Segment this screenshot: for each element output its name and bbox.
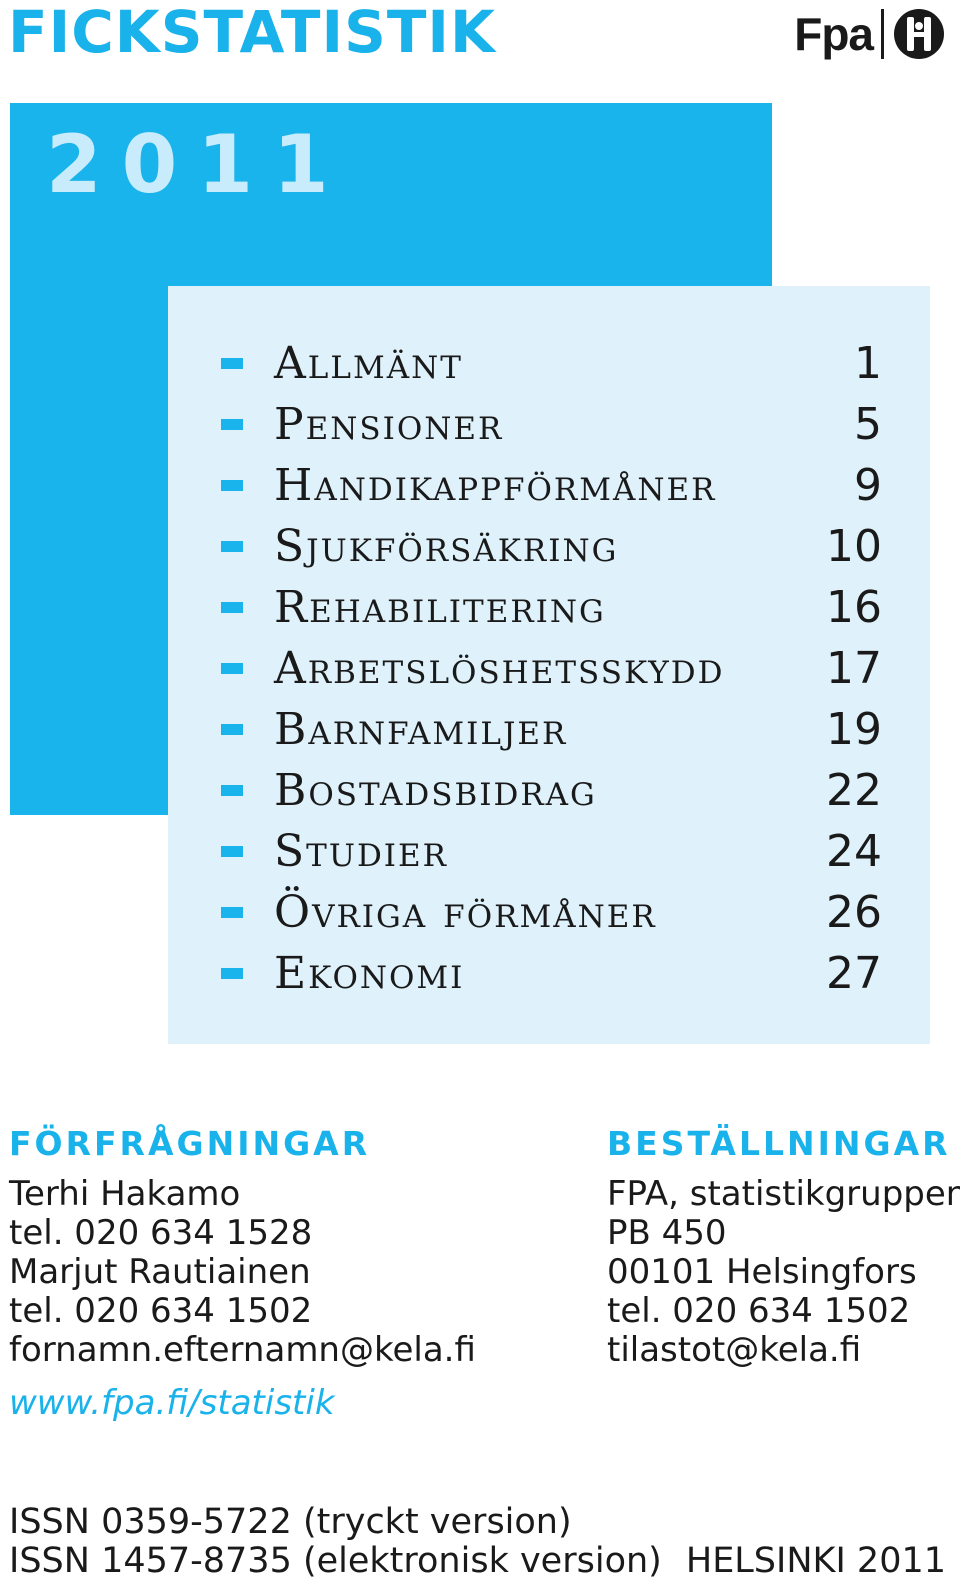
website-link[interactable]: www.fpa.fi/statistik <box>9 1383 335 1423</box>
toc-item-label: Rehabilitering <box>274 582 606 633</box>
toc-item-label: Övriga förmåner <box>274 887 657 938</box>
toc-item-page: 27 <box>826 948 882 999</box>
toc-item: Pensioner 5 <box>168 393 930 454</box>
toc-bullet-icon <box>221 358 243 369</box>
toc-item-page: 9 <box>854 460 882 511</box>
toc-bullet-icon <box>221 480 243 491</box>
toc-item-page: 1 <box>854 338 882 389</box>
toc-bullet-icon <box>221 846 243 857</box>
toc-item: Rehabilitering 16 <box>168 576 930 637</box>
toc-item-page: 10 <box>826 521 882 572</box>
orders-line: FPA, statistikgruppen <box>607 1174 960 1214</box>
toc-bullet-icon <box>221 663 243 674</box>
toc-item-label: Ekonomi <box>274 948 465 999</box>
kela-emblem-icon <box>894 9 944 59</box>
toc-item-page: 17 <box>826 643 882 694</box>
toc-item-label: Sjukförsäkring <box>274 521 619 572</box>
toc-item-page: 26 <box>826 887 882 938</box>
toc-bullet-icon <box>221 724 243 735</box>
toc-bullet-icon <box>221 419 243 430</box>
toc-item-label: Allmänt <box>274 338 463 389</box>
issn-block: ISSN 0359-5722 (tryckt version) ISSN 145… <box>9 1503 662 1581</box>
toc-item: Barnfamiljer 19 <box>168 698 930 759</box>
place-year: HELSINKI 2011 <box>685 1541 946 1581</box>
inquiries-section: FÖRFRÅGNINGAR Terhi Hakamo tel. 020 634 … <box>9 1124 476 1370</box>
toc-item: Bostadsbidrag 22 <box>168 759 930 820</box>
toc-item-page: 5 <box>854 399 882 450</box>
toc-item: Allmänt 1 <box>168 332 930 393</box>
inquiries-heading: FÖRFRÅGNINGAR <box>9 1124 371 1163</box>
logo-divider <box>881 9 884 59</box>
toc-bullet-icon <box>221 968 243 979</box>
toc-item-page: 22 <box>826 765 882 816</box>
toc-item-label: Bostadsbidrag <box>274 765 597 816</box>
inquiries-line: tel. 020 634 1502 <box>9 1291 313 1331</box>
toc-item: Sjukförsäkring 10 <box>168 515 930 576</box>
orders-email: tilastot@kela.fi <box>607 1330 862 1370</box>
issn-electronic: ISSN 1457-8735 (elektronisk version) <box>9 1541 662 1581</box>
toc-item-label: Barnfamiljer <box>274 704 568 755</box>
inquiries-email: fornamn.efternamn@kela.fi <box>9 1330 476 1370</box>
inquiries-line: Terhi Hakamo <box>9 1174 241 1214</box>
toc-bullet-icon <box>221 785 243 796</box>
toc-item-label: Studier <box>274 826 449 877</box>
toc-bullet-icon <box>221 602 243 613</box>
toc-item-label: Arbetslöshetsskydd <box>274 643 725 694</box>
toc-item-page: 24 <box>826 826 882 877</box>
orders-heading: BESTÄLLNINGAR <box>607 1124 951 1163</box>
toc-bullet-icon <box>221 907 243 918</box>
toc-item: Ekonomi 27 <box>168 942 930 1003</box>
logo-wordmark: Fpa <box>794 8 874 60</box>
inquiries-line: Marjut Rautiainen <box>9 1252 311 1292</box>
toc-item-page: 16 <box>826 582 882 633</box>
toc-item: Övriga förmåner 26 <box>168 881 930 942</box>
toc-item: Handikappförmåner 9 <box>168 454 930 515</box>
issn-print: ISSN 0359-5722 (tryckt version) <box>9 1502 572 1542</box>
inquiries-line: tel. 020 634 1528 <box>9 1213 313 1253</box>
toc-item-page: 19 <box>826 704 882 755</box>
orders-line: PB 450 <box>607 1213 727 1253</box>
cover-year: 2011 <box>46 118 349 211</box>
toc-item: Studier 24 <box>168 820 930 881</box>
toc-bullet-icon <box>221 541 243 552</box>
fpa-logo: Fpa <box>794 6 946 62</box>
toc-item-label: Pensioner <box>274 399 504 450</box>
toc-item: Arbetslöshetsskydd 17 <box>168 637 930 698</box>
toc-item-label: Handikappförmåner <box>274 460 717 511</box>
orders-line: tel. 020 634 1502 <box>607 1291 911 1331</box>
table-of-contents: Allmänt 1 Pensioner 5 Handikappförmåner 9 Sjuk… <box>168 286 930 1044</box>
document-title: FICKSTATISTIK <box>8 0 496 66</box>
orders-line: 00101 Helsingfors <box>607 1252 917 1292</box>
orders-section: BESTÄLLNINGAR FPA, statistikgruppen PB 4… <box>607 1124 960 1370</box>
toc-list: Allmänt 1 Pensioner 5 Handikappförmåner 9 Sjuk… <box>168 332 930 1003</box>
